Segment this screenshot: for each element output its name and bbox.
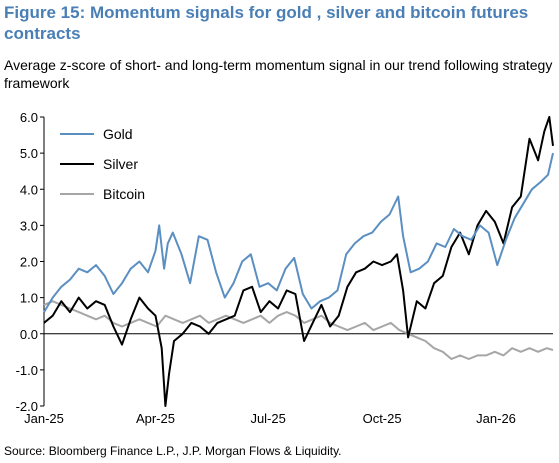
series-line-silver (43, 116, 554, 407)
x-tick-label: Apr-25 (136, 411, 175, 426)
legend: Gold Silver Bitcoin (60, 126, 145, 202)
x-tick-label: Jan-26 (476, 411, 516, 426)
legend-label-gold: Gold (103, 126, 133, 142)
y-tick-label: 0.0 (20, 327, 38, 342)
series-line-gold (43, 152, 554, 313)
legend-label-bitcoin: Bitcoin (103, 186, 145, 202)
x-tick-label: Oct-25 (363, 411, 402, 426)
y-tick-label: -2.0 (16, 399, 38, 414)
y-tick-label: 5.0 (20, 146, 38, 161)
x-axis-ticks: Jan-25 Apr-25 Jul-25 Oct-25 Jan-26 (24, 411, 516, 426)
y-tick-label: 1.0 (20, 291, 38, 306)
series-lines (43, 116, 554, 407)
figure-subtitle: Average z-score of short- and long-term … (4, 57, 553, 91)
y-tick-label: 4.0 (20, 182, 38, 197)
x-tick-label: Jul-25 (250, 411, 285, 426)
y-tick-label: 6.0 (20, 110, 38, 125)
legend-label-silver: Silver (103, 156, 138, 172)
y-axis-ticks: 6.0 5.0 4.0 3.0 2.0 1.0 0.0 -1.0 -2.0 (16, 110, 44, 414)
x-tick-label: Jan-25 (24, 411, 64, 426)
source-note: Source: Bloomberg Finance L.P., J.P. Mor… (4, 444, 342, 458)
y-tick-label: -1.0 (16, 363, 38, 378)
y-tick-label: 3.0 (20, 218, 38, 233)
y-tick-label: 2.0 (20, 255, 38, 270)
figure-title: Figure 15: Momentum signals for gold , s… (4, 3, 529, 43)
